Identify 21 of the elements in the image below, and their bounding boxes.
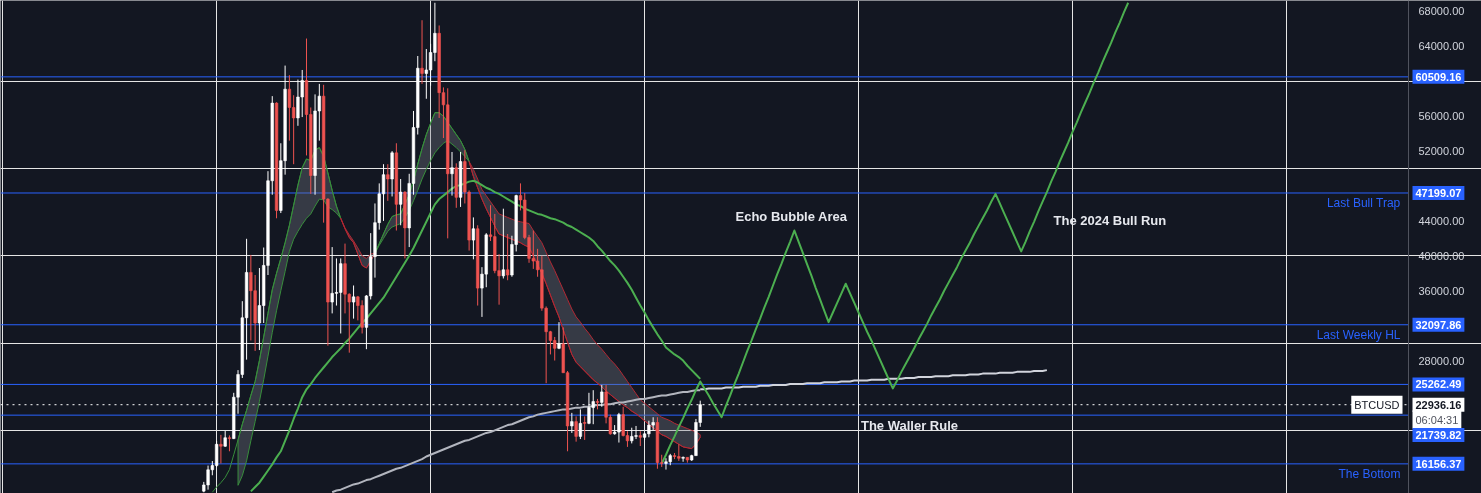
ref-line-label: Last Weekly HL	[1316, 327, 1401, 342]
text: 32097.86	[1415, 318, 1462, 331]
annotation: Echo Bubble Area	[735, 209, 848, 224]
text: 06:04:31	[1415, 413, 1459, 426]
y-tick-label: 52000.00	[1418, 145, 1465, 158]
ref-line-label: BTCUSD	[1354, 398, 1400, 411]
y-tick-label: 36000.00	[1418, 284, 1465, 297]
y-tick-label: 28000.00	[1418, 354, 1465, 367]
text: 25262.49	[1415, 378, 1462, 391]
y-tick-label: 44000.00	[1418, 214, 1465, 227]
text: 47199.07	[1415, 187, 1462, 199]
text: 16156.37	[1415, 457, 1462, 470]
ref-line-label: The Bottom	[1338, 466, 1401, 481]
y-tick-label: 68000.00	[1418, 5, 1465, 18]
text: 60509.16	[1415, 70, 1462, 83]
y-tick-label: 64000.00	[1418, 40, 1465, 53]
text: 21739.82	[1415, 429, 1462, 441]
y-tick-label: 56000.00	[1418, 110, 1465, 123]
text: 22936.16	[1415, 398, 1462, 411]
annotation: The Waller Rule	[860, 418, 959, 433]
ref-line-label: Last Bull Trap	[1326, 196, 1401, 210]
